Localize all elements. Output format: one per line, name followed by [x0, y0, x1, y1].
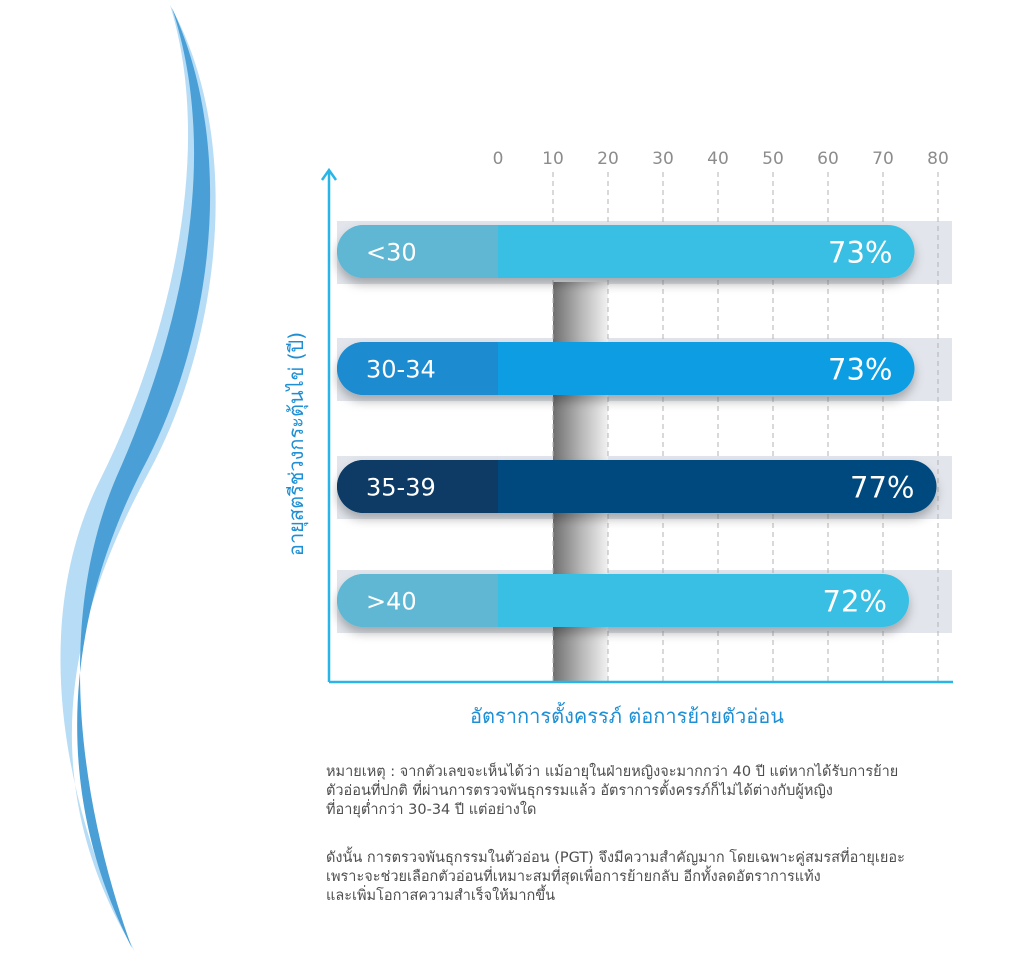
x-tick-label: 10	[542, 149, 564, 169]
note-line: เพราะจะช่วยเลือกตัวอ่อนที่เหมาะสมที่สุดเ…	[326, 869, 821, 885]
bar-label-cap	[337, 460, 498, 513]
bar-group	[337, 460, 937, 513]
note-paragraph-1: หมายเหตุ : จากตัวเลขจะเห็นได้ว่า แม้อายุ…	[326, 763, 1006, 820]
category-label: <30	[366, 239, 417, 267]
bar-label-cap	[337, 574, 498, 627]
note-line: และเพิ่มโอกาสความสำเร็จให้มากขึ้น	[326, 888, 556, 904]
decorative-wave	[60, 5, 216, 952]
note-paragraph-2: ดังนั้น การตรวจพันธุกรรมในตัวอ่อน (PGT) …	[326, 849, 1006, 906]
bar-group	[337, 225, 915, 278]
value-label: 77%	[850, 471, 914, 505]
bar-group	[337, 574, 909, 627]
x-tick-label: 50	[762, 149, 784, 169]
bar-chart: 0 10 20 30 40 50 60 70 80 <30 73% 30-34 73% 35-39 77% >…	[284, 149, 953, 728]
category-label: 35-39	[366, 474, 436, 502]
value-label: 73%	[828, 236, 892, 270]
note-line: หมายเหตุ : จากตัวเลขจะเห็นได้ว่า แม้อายุ…	[326, 764, 899, 780]
x-tick-label: 40	[707, 149, 729, 169]
bar-label-cap	[337, 342, 498, 395]
y-axis-title: อายุสตรีช่วงกระตุ้นไข่ (ปี)	[284, 332, 309, 556]
note-line: ที่อายุต่ำกว่า 30-34 ปี แต่อย่างใด	[326, 802, 537, 818]
value-label: 72%	[823, 585, 887, 619]
x-axis-title: อัตราการตั้งครรภ์ ต่อการย้ายตัวอ่อน	[470, 702, 784, 728]
x-tick-label: 20	[597, 149, 619, 169]
category-label: 30-34	[366, 356, 436, 384]
y-axis-arrow-icon	[320, 167, 338, 181]
note-line: ดังนั้น การตรวจพันธุกรรมในตัวอ่อน (PGT) …	[326, 850, 905, 866]
x-tick-label: 80	[927, 149, 949, 169]
value-label: 73%	[828, 353, 892, 387]
x-tick-label: 70	[872, 149, 894, 169]
x-tick-label: 0	[493, 149, 504, 169]
category-label: >40	[366, 588, 417, 616]
x-tick-label: 60	[817, 149, 839, 169]
note-line: ตัวอ่อนที่ปกติ ที่ผ่านการตรวจพันธุกรรมแล…	[326, 783, 833, 799]
bar-label-cap	[337, 225, 498, 278]
wave-inner	[77, 8, 211, 948]
x-tick-label: 30	[652, 149, 674, 169]
wave-outer	[60, 5, 216, 952]
bar-group	[337, 342, 915, 395]
